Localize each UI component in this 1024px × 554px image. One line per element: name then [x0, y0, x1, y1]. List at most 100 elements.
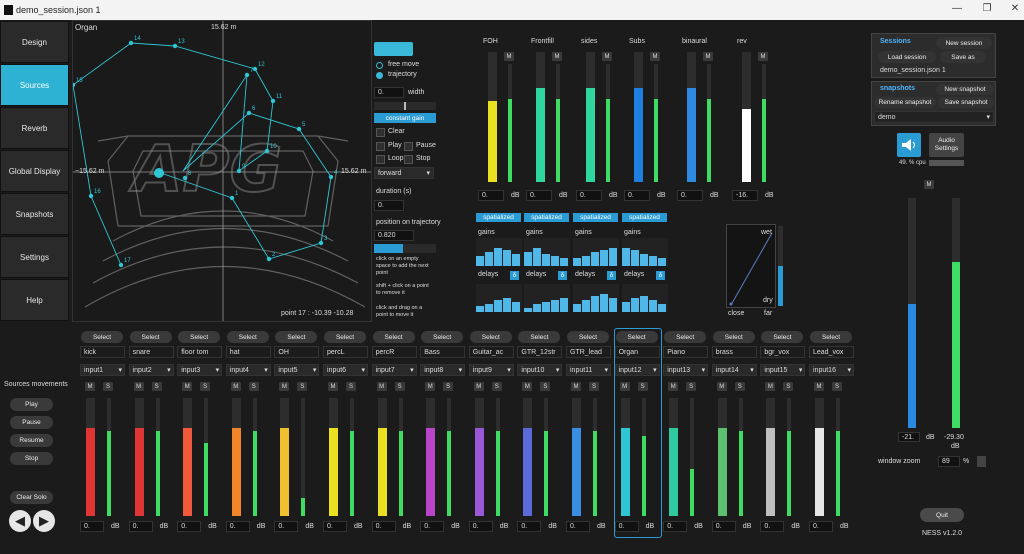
mute-button[interactable]: M [522, 382, 533, 391]
mute-button[interactable]: M [279, 382, 290, 391]
channel-gain-field[interactable]: 0. [128, 521, 153, 532]
audio-settings-button[interactable]: Audio Settings [929, 133, 964, 157]
trajectory-point[interactable] [266, 256, 272, 262]
bus-mute-button[interactable]: M [504, 52, 514, 61]
channel-gain-field[interactable]: 0. [177, 521, 202, 532]
select-button[interactable]: Select [81, 331, 123, 343]
quit-button[interactable]: Quit [920, 508, 964, 522]
trajectory-point[interactable] [318, 240, 324, 246]
bus-gain-field[interactable]: 0. [526, 190, 552, 201]
solo-button[interactable]: S [686, 382, 697, 391]
close-icon[interactable]: ✕ [1010, 3, 1020, 14]
bus-fader[interactable] [634, 52, 643, 182]
mute-button[interactable]: M [230, 382, 241, 391]
select-button[interactable]: Select [324, 331, 366, 343]
bus-fader[interactable] [742, 52, 751, 182]
input-select[interactable]: input10 ▾ [517, 364, 563, 376]
input-select[interactable]: input3 ▾ [177, 364, 223, 376]
channel-name[interactable]: bgr_vox [760, 346, 806, 358]
width-slider[interactable] [374, 102, 436, 110]
pause-checkbox[interactable] [404, 142, 413, 151]
channel-name[interactable]: percL [323, 346, 368, 358]
bus-mute-button[interactable]: M [650, 52, 660, 61]
bus-gain-field[interactable]: 0. [624, 190, 650, 201]
bus-mute-button[interactable]: M [758, 52, 768, 61]
trajectory-point[interactable] [264, 148, 270, 154]
channel-name[interactable]: GTR_12str [517, 346, 563, 358]
channel-name[interactable]: kick [80, 346, 125, 358]
solo-button[interactable]: S [346, 382, 356, 391]
channel-fader[interactable] [183, 398, 193, 516]
nav-design[interactable]: Design [0, 21, 69, 63]
bus-mute-button[interactable]: M [703, 52, 713, 61]
play-checkbox[interactable] [376, 142, 385, 151]
channel-gain-field[interactable]: 0. [566, 521, 590, 532]
solo-button[interactable]: S [589, 382, 599, 391]
solo-button[interactable]: S [443, 382, 454, 391]
direction-select[interactable]: forward ▾ [374, 167, 434, 179]
spatialized-button[interactable]: spatialized [622, 213, 667, 222]
rename-snapshot-button[interactable]: Rename snapshot [874, 97, 936, 108]
constant-gain-button[interactable]: constant gain [374, 113, 436, 123]
trajectory-point[interactable] [118, 262, 124, 268]
width-field[interactable]: 0. [374, 87, 404, 98]
movement-pause-button[interactable]: Pause [10, 416, 53, 429]
spatialized-button[interactable]: spatialized [573, 213, 618, 222]
channel-fader[interactable] [766, 398, 776, 516]
input-select[interactable]: input12 ▾ [614, 364, 660, 376]
bus-mute-button[interactable]: M [552, 52, 562, 61]
delay-icon[interactable]: δ [510, 271, 519, 280]
trajectory-point[interactable] [244, 72, 250, 78]
solo-button[interactable]: S [637, 382, 648, 391]
channel-name[interactable]: percR [371, 346, 417, 358]
input-select[interactable]: input2 ▾ [128, 364, 174, 376]
input-select[interactable]: input6 ▾ [323, 364, 368, 376]
select-button[interactable]: Select [421, 331, 464, 343]
source-position-marker[interactable] [154, 168, 164, 178]
channel-gain-field[interactable]: 0. [614, 521, 639, 532]
select-button[interactable]: Select [615, 331, 658, 343]
channel-name[interactable]: Guitar_ac [468, 346, 514, 358]
bus-gain-field[interactable]: 0. [576, 190, 602, 201]
trajectory-point[interactable] [270, 98, 276, 104]
channel-gain-field[interactable]: 0. [323, 521, 347, 532]
bus-fader[interactable] [488, 52, 497, 182]
trajectory-point[interactable] [128, 40, 134, 46]
window-zoom-field[interactable]: 89 [938, 456, 960, 467]
channel-name[interactable]: Bass [420, 346, 466, 358]
input-select[interactable]: input13 ▾ [663, 364, 709, 376]
mute-button[interactable]: M [133, 382, 144, 391]
channel-fader[interactable] [231, 398, 241, 516]
channel-gain-field[interactable]: 0. [517, 521, 542, 532]
solo-button[interactable]: S [151, 382, 162, 391]
select-button[interactable]: Select [469, 331, 512, 343]
channel-fader[interactable] [572, 398, 581, 516]
source-color-swatch[interactable] [374, 42, 413, 56]
maximize-icon[interactable]: ❐ [982, 3, 992, 14]
movement-stop-button[interactable]: Stop [10, 452, 53, 465]
previous-arrow-icon[interactable]: ◀ [9, 510, 31, 532]
free-move-radio[interactable] [376, 62, 383, 69]
select-button[interactable]: Select [712, 331, 755, 343]
trajectory-point[interactable] [296, 126, 302, 132]
channel-gain-field[interactable]: 0. [711, 521, 736, 532]
mute-button[interactable]: M [619, 382, 630, 391]
spatialized-button[interactable]: spatialized [524, 213, 569, 222]
channel-name[interactable]: snare [128, 346, 174, 358]
channel-gain-field[interactable]: 0. [225, 521, 250, 532]
trajectory-point[interactable] [328, 174, 334, 180]
channel-fader[interactable] [377, 398, 387, 516]
solo-button[interactable]: S [832, 382, 842, 391]
trajectory-point[interactable] [229, 195, 235, 201]
input-select[interactable]: input15 ▾ [760, 364, 806, 376]
channel-name[interactable]: brass [711, 346, 757, 358]
bus-fader[interactable] [536, 52, 545, 182]
nav-settings[interactable]: Settings [0, 236, 69, 278]
mute-button[interactable]: M [571, 382, 581, 391]
zoom-stepper[interactable] [977, 456, 986, 467]
mute-button[interactable]: M [814, 382, 824, 391]
channel-gain-field[interactable]: 0. [468, 521, 493, 532]
reverb-pad[interactable]: wet dry [726, 224, 776, 308]
channel-fader[interactable] [717, 398, 727, 516]
master-mute-button[interactable]: M [924, 180, 934, 189]
